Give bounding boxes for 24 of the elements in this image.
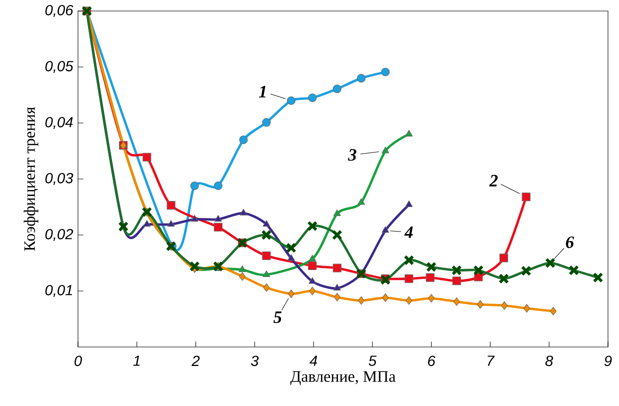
annotation: 3 [348,149,356,161]
x-axis-title: Давление, МПа [290,371,396,386]
y-tick-label: 0,01 [45,284,72,298]
x-tick-label: 0 [74,356,82,366]
x-tick-label: 3 [250,356,259,366]
x-tick-label: 4 [310,356,318,366]
y-tick-label: 0,05 [45,60,74,74]
annotation: 1 [258,86,266,98]
x-tick-label: 8 [545,356,554,366]
y-tick-label: 0,02 [45,228,74,242]
x-tick-label: 2 [192,356,200,366]
x-tick-label: 6 [428,356,436,366]
y-axis-title: Коэффициент трения [24,107,38,251]
y-tick-label: 0,06 [45,4,74,18]
x-tick-label: 5 [368,356,377,366]
y-tick-label: 0,03 [45,172,74,186]
y-tick-label: 0,04 [45,116,73,130]
x-tick-label: 9 [604,356,612,366]
annotation: 4 [404,226,413,238]
x-tick-label: 7 [488,356,495,366]
annotation: 2 [489,174,498,186]
annotation: 6 [566,236,574,248]
x-tick-label: 1 [133,356,140,366]
annotation: 5 [273,312,282,324]
